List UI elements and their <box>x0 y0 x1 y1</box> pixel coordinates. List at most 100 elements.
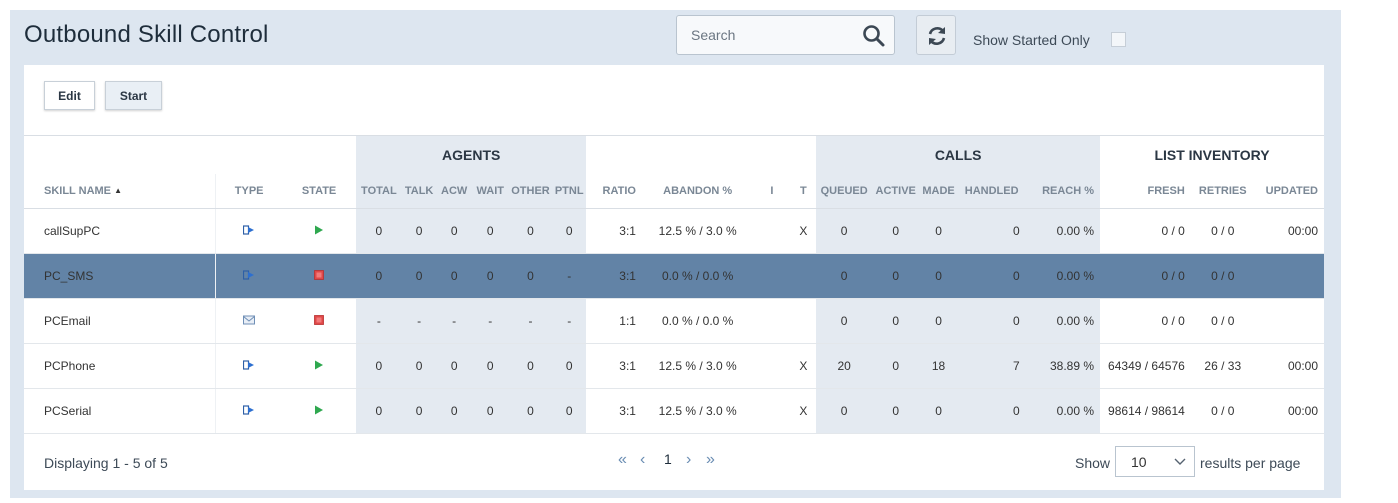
table-row[interactable]: callSupPC 0 0 0 0 0 0 3:1 12.5 % / 3.0 % X 0 0 0 0 0.0… <box>24 208 1324 254</box>
updated-cell: 00:00 <box>1254 343 1324 389</box>
wait-cell: 0 <box>471 343 509 389</box>
next-page-icon[interactable]: › <box>686 451 692 468</box>
search-box[interactable] <box>676 15 895 55</box>
phone-icon <box>243 269 255 283</box>
wait-cell: - <box>471 298 509 344</box>
retries-cell: 0 / 0 <box>1190 388 1255 434</box>
show-label: Show <box>1075 455 1111 471</box>
col-acw[interactable]: ACW <box>436 173 472 209</box>
ratio-cell: 3:1 <box>586 253 642 299</box>
active-cell: 0 <box>872 253 920 299</box>
col-wait[interactable]: WAIT <box>471 173 509 209</box>
queued-cell: 20 <box>816 343 872 389</box>
prev-page-icon[interactable]: ‹ <box>640 451 646 468</box>
page-size-select[interactable]: 10 <box>1115 446 1195 477</box>
last-page-icon[interactable]: » <box>706 451 715 468</box>
col-reach[interactable]: REACH % <box>1025 173 1101 209</box>
type-cell <box>215 343 282 389</box>
calls-group-header: CALLS <box>816 135 1101 174</box>
start-button[interactable]: Start <box>105 81 162 110</box>
col-active[interactable]: ACTIVE <box>872 173 920 209</box>
total-cell: - <box>356 298 402 344</box>
table-row[interactable]: PCEmail - - - - - -1:1 0.0 % / 0.0 % 0 0 0 0 0.00 % 0… <box>24 298 1324 344</box>
first-page-icon[interactable]: « <box>618 451 627 468</box>
ptnl-cell: - <box>552 298 587 344</box>
ptnl-cell: 0 <box>552 343 587 389</box>
wait-cell: 0 <box>471 208 509 254</box>
other-cell: 0 <box>508 343 553 389</box>
col-handled[interactable]: HANDLED <box>957 173 1026 209</box>
handled-cell: 0 <box>957 253 1026 299</box>
page-title: Outbound Skill Control <box>24 21 269 48</box>
search-icon[interactable] <box>862 24 886 48</box>
col-type[interactable]: TYPE <box>215 173 282 209</box>
play-icon <box>314 404 324 418</box>
updated-cell: 00:00 <box>1254 208 1324 254</box>
ptnl-cell: - <box>552 253 587 299</box>
col-talk[interactable]: TALK <box>401 173 437 209</box>
made-cell: 0 <box>919 388 958 434</box>
results-per-page-label: results per page <box>1200 455 1301 471</box>
i-cell <box>753 253 791 299</box>
t-cell <box>790 253 817 299</box>
col-abandon[interactable]: ABANDON % <box>641 173 754 209</box>
queued-cell: 0 <box>816 253 872 299</box>
ratio-cell: 3:1 <box>586 343 642 389</box>
made-cell: 0 <box>919 208 958 254</box>
fresh-cell: 0 / 0 <box>1100 253 1191 299</box>
active-cell: 0 <box>872 388 920 434</box>
total-cell: 0 <box>356 208 402 254</box>
col-updated[interactable]: UPDATED <box>1254 173 1324 209</box>
agents-group-header: AGENTS <box>356 135 587 174</box>
skill-name-cell: PCSerial <box>24 388 217 434</box>
updated-cell: 00:00 <box>1254 388 1324 434</box>
current-page-number[interactable]: 1 <box>664 451 672 467</box>
retries-cell: 0 / 0 <box>1190 208 1255 254</box>
refresh-button[interactable] <box>916 15 956 55</box>
list-inventory-group-header: LIST INVENTORY <box>1154 146 1270 163</box>
col-t[interactable]: T <box>790 173 817 209</box>
talk-cell: 0 <box>401 343 437 389</box>
i-cell <box>753 208 791 254</box>
col-skill-name[interactable]: SKILL NAME ▲ <box>24 173 217 209</box>
t-cell <box>790 298 817 344</box>
wait-cell: 0 <box>471 388 509 434</box>
col-fresh[interactable]: FRESH <box>1100 173 1191 209</box>
talk-cell: - <box>401 298 437 344</box>
col-i[interactable]: I <box>753 173 791 209</box>
show-started-only-checkbox[interactable] <box>1111 32 1126 47</box>
retries-cell: 0 / 0 <box>1190 253 1255 299</box>
total-cell: 0 <box>356 253 402 299</box>
ratio-cell: 1:1 <box>586 298 642 344</box>
col-ptnl[interactable]: PTNL <box>552 173 587 209</box>
phone-icon <box>243 404 255 418</box>
col-state[interactable]: STATE <box>281 173 357 209</box>
email-icon <box>243 314 256 328</box>
col-ratio[interactable]: RATIO <box>586 173 642 209</box>
outbound-skill-control-view: Outbound Skill Control Show Started Only… <box>10 10 1341 498</box>
table-row[interactable]: PC_SMS 0 0 0 0 0-3:1 0.0 % / 0.0 % 0 0 0 0 0.00 % 0 … <box>24 253 1324 299</box>
table-row[interactable]: PCSerial 0 0 0 0 0 0 3:1 12.5 % / 3.0 % X 0 0 0 0 0.00… <box>24 388 1324 434</box>
made-cell: 0 <box>919 253 958 299</box>
type-cell <box>215 298 282 344</box>
abandon-cell: 12.5 % / 3.0 % <box>641 343 754 389</box>
made-cell: 0 <box>919 298 958 344</box>
updated-cell <box>1254 298 1324 344</box>
edit-button[interactable]: Edit <box>44 81 95 110</box>
col-total[interactable]: TOTAL <box>356 173 402 209</box>
table-row[interactable]: PCPhone 0 0 0 0 0 0 3:1 12.5 % / 3.0 % X 20 0 18 7 38.… <box>24 343 1324 389</box>
acw-cell: 0 <box>436 388 472 434</box>
ptnl-cell: 0 <box>552 388 587 434</box>
state-cell <box>281 298 357 344</box>
type-cell <box>215 208 282 254</box>
col-made[interactable]: MADE <box>919 173 958 209</box>
reach-cell: 0.00 % <box>1025 298 1101 344</box>
col-retries[interactable]: RETRIES <box>1190 173 1255 209</box>
col-other[interactable]: OTHER <box>508 173 553 209</box>
queued-cell: 0 <box>816 298 872 344</box>
reach-cell: 38.89 % <box>1025 343 1101 389</box>
col-queued[interactable]: QUEUED <box>816 173 872 209</box>
queued-cell: 0 <box>816 208 872 254</box>
retries-cell: 0 / 0 <box>1190 298 1255 344</box>
search-input[interactable] <box>678 17 854 53</box>
